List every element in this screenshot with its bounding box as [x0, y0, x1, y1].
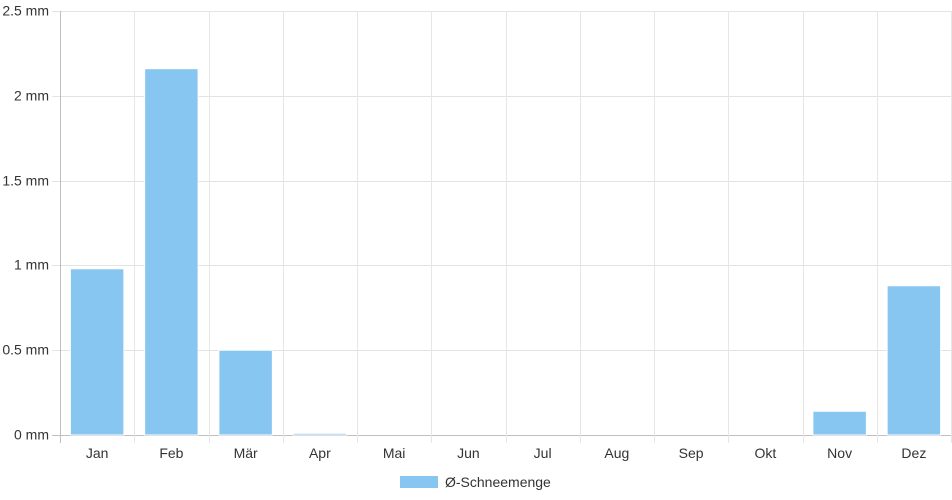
bar-apr[interactable]: [292, 432, 348, 436]
x-tick-label: Aug: [604, 445, 629, 461]
bar-dez[interactable]: [886, 285, 942, 436]
x-tick-label: Jun: [457, 445, 480, 461]
x-tick-label: Feb: [159, 445, 183, 461]
bars-layer: [69, 68, 942, 436]
y-tick-label: 0.5 mm: [2, 342, 49, 358]
legend[interactable]: Ø-Schneemenge: [399, 472, 551, 492]
y-tick-label: 2.5 mm: [2, 3, 49, 19]
bar-feb[interactable]: [144, 68, 199, 436]
legend-label: Ø-Schneemenge: [445, 474, 551, 490]
x-tick-label: Dez: [901, 445, 926, 461]
x-tick-label: Sep: [679, 445, 704, 461]
bar-jan[interactable]: [69, 268, 125, 436]
y-tick-label: 0 mm: [14, 427, 49, 443]
x-tick-label: Jul: [534, 445, 552, 461]
bar-nov[interactable]: [812, 410, 867, 436]
bar-mär[interactable]: [218, 349, 273, 436]
x-tick-label: Apr: [309, 445, 331, 461]
y-tick-label: 1.5 mm: [2, 173, 49, 189]
grid-layer: [52, 11, 952, 443]
y-tick-label: 2 mm: [14, 88, 49, 104]
x-tick-label: Mär: [234, 445, 258, 461]
y-tick-label: 1 mm: [14, 257, 49, 273]
axis-layer: 0 mm 0.5 mm 1 mm 1.5 mm 2 mm 2.5 mm Jan Feb Mär A…: [2, 3, 926, 462]
x-tick-label: Nov: [827, 445, 852, 461]
legend-swatch: [399, 475, 439, 489]
chart-svg: 0 mm 0.5 mm 1 mm 1.5 mm 2 mm 2.5 mm Jan Feb Mär A…: [2, 3, 952, 462]
x-tick-label: Mai: [383, 445, 406, 461]
x-tick-label: Jan: [86, 445, 109, 461]
x-tick-label: Okt: [754, 445, 776, 461]
